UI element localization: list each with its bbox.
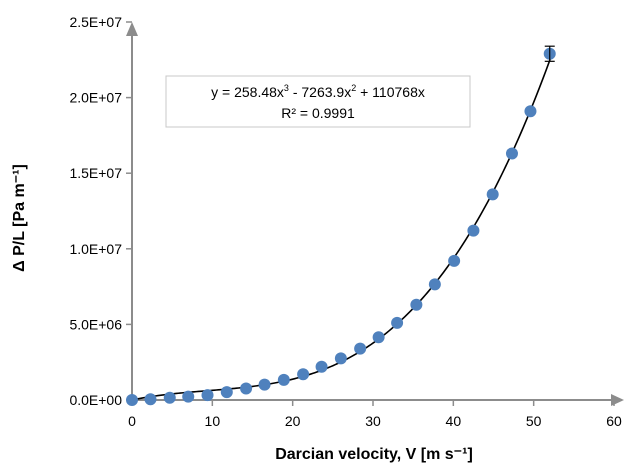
x-tick-label: 50	[526, 413, 542, 429]
data-point	[467, 224, 480, 237]
r-squared: R² = 0.9991	[281, 105, 355, 121]
equation-part-1: y = 258.48x	[211, 84, 284, 100]
data-point	[315, 360, 328, 373]
data-point	[448, 254, 461, 267]
data-point	[258, 378, 271, 391]
error-bar	[544, 45, 555, 62]
data-point	[220, 386, 233, 399]
equation-box: y = 258.48x3 - 7263.9x2 + 110768x R² = 0…	[165, 75, 471, 128]
x-tick-label: 0	[128, 413, 136, 429]
data-point	[410, 298, 423, 311]
trendline-equation: y = 258.48x3 - 7263.9x2 + 110768x	[211, 83, 425, 100]
data-point	[486, 188, 499, 201]
equation-exponent-2: 2	[351, 83, 356, 93]
data-points	[126, 47, 556, 406]
data-point	[201, 389, 214, 402]
data-point	[354, 342, 367, 355]
data-point	[277, 373, 290, 386]
y-ticks: 0.0E+00 5.0E+06 1.0E+07 1.5E+07 2.0E+07 2.5E+…	[69, 14, 132, 408]
data-point	[524, 105, 537, 118]
x-tick-label: 60	[606, 413, 622, 429]
data-point	[428, 278, 441, 291]
data-point	[505, 147, 518, 160]
y-tick-label: 2.5E+07	[69, 14, 122, 30]
x-ticks: 0 10 20 30 40 50 60	[128, 400, 622, 429]
equation-box-border	[165, 75, 471, 128]
data-point	[391, 316, 404, 329]
y-tick-label: 0.0E+00	[69, 392, 122, 408]
y-tick-label: 1.0E+07	[69, 241, 122, 257]
data-point	[144, 393, 157, 406]
data-point	[182, 390, 195, 403]
y-tick-label: 1.5E+07	[69, 165, 122, 181]
y-axis-arrow	[126, 22, 138, 36]
equation-part-2: - 7263.9x	[289, 84, 351, 100]
equation-exponent-3: 3	[284, 83, 289, 93]
data-point	[163, 391, 176, 404]
y-tick-label: 5.0E+06	[69, 316, 122, 332]
data-point	[240, 382, 253, 395]
x-tick-label: 10	[205, 413, 221, 429]
data-point	[126, 394, 138, 406]
data-point	[297, 368, 310, 381]
x-tick-label: 30	[365, 413, 381, 429]
y-tick-label: 2.0E+07	[69, 90, 122, 106]
x-tick-label: 40	[446, 413, 462, 429]
equation-part-3: + 110768x	[356, 84, 425, 100]
x-tick-label: 20	[285, 413, 301, 429]
x-axis-arrow	[611, 394, 624, 406]
data-point	[334, 352, 347, 365]
data-point	[372, 331, 385, 344]
x-axis-title: Darcian velocity, V [m s⁻¹]	[275, 446, 473, 463]
y-axis-title: Δ P/L [Pa m⁻¹]	[11, 164, 28, 272]
